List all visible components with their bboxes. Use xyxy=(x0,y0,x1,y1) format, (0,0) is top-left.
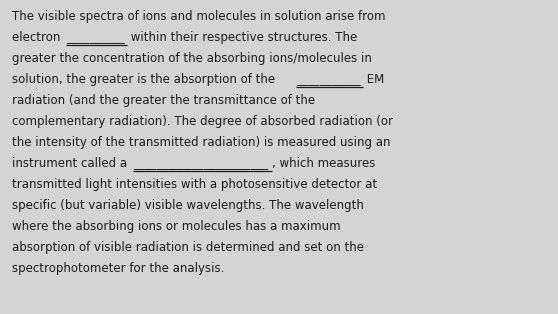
Text: spectrophotometer for the analysis.: spectrophotometer for the analysis. xyxy=(12,262,224,275)
Text: within their respective structures. The: within their respective structures. The xyxy=(127,31,357,44)
Text: , which measures: , which measures xyxy=(272,157,376,170)
Text: _______________________: _______________________ xyxy=(133,157,268,170)
Text: instrument called a: instrument called a xyxy=(12,157,131,170)
Text: __________: __________ xyxy=(66,31,125,44)
Text: the intensity of the transmitted radiation) is measured using an: the intensity of the transmitted radiati… xyxy=(12,136,391,149)
Text: ___________: ___________ xyxy=(296,73,361,86)
Text: complementary radiation). The degree of absorbed radiation (or: complementary radiation). The degree of … xyxy=(12,115,393,128)
Text: absorption of visible radiation is determined and set on the: absorption of visible radiation is deter… xyxy=(12,241,364,254)
Text: EM: EM xyxy=(363,73,384,86)
Text: radiation (and the greater the transmittance of the: radiation (and the greater the transmitt… xyxy=(12,94,315,107)
Text: The visible spectra of ions and molecules in solution arise from: The visible spectra of ions and molecule… xyxy=(12,10,386,23)
Text: transmitted light intensities with a photosensitive detector at: transmitted light intensities with a pho… xyxy=(12,178,377,191)
Text: electron: electron xyxy=(12,31,64,44)
Text: where the absorbing ions or molecules has a maximum: where the absorbing ions or molecules ha… xyxy=(12,220,340,233)
Text: greater the concentration of the absorbing ions/molecules in: greater the concentration of the absorbi… xyxy=(12,52,372,65)
Text: specific (but variable) visible wavelengths. The wavelength: specific (but variable) visible waveleng… xyxy=(12,199,364,212)
Text: solution, the greater is the absorption of the: solution, the greater is the absorption … xyxy=(12,73,279,86)
